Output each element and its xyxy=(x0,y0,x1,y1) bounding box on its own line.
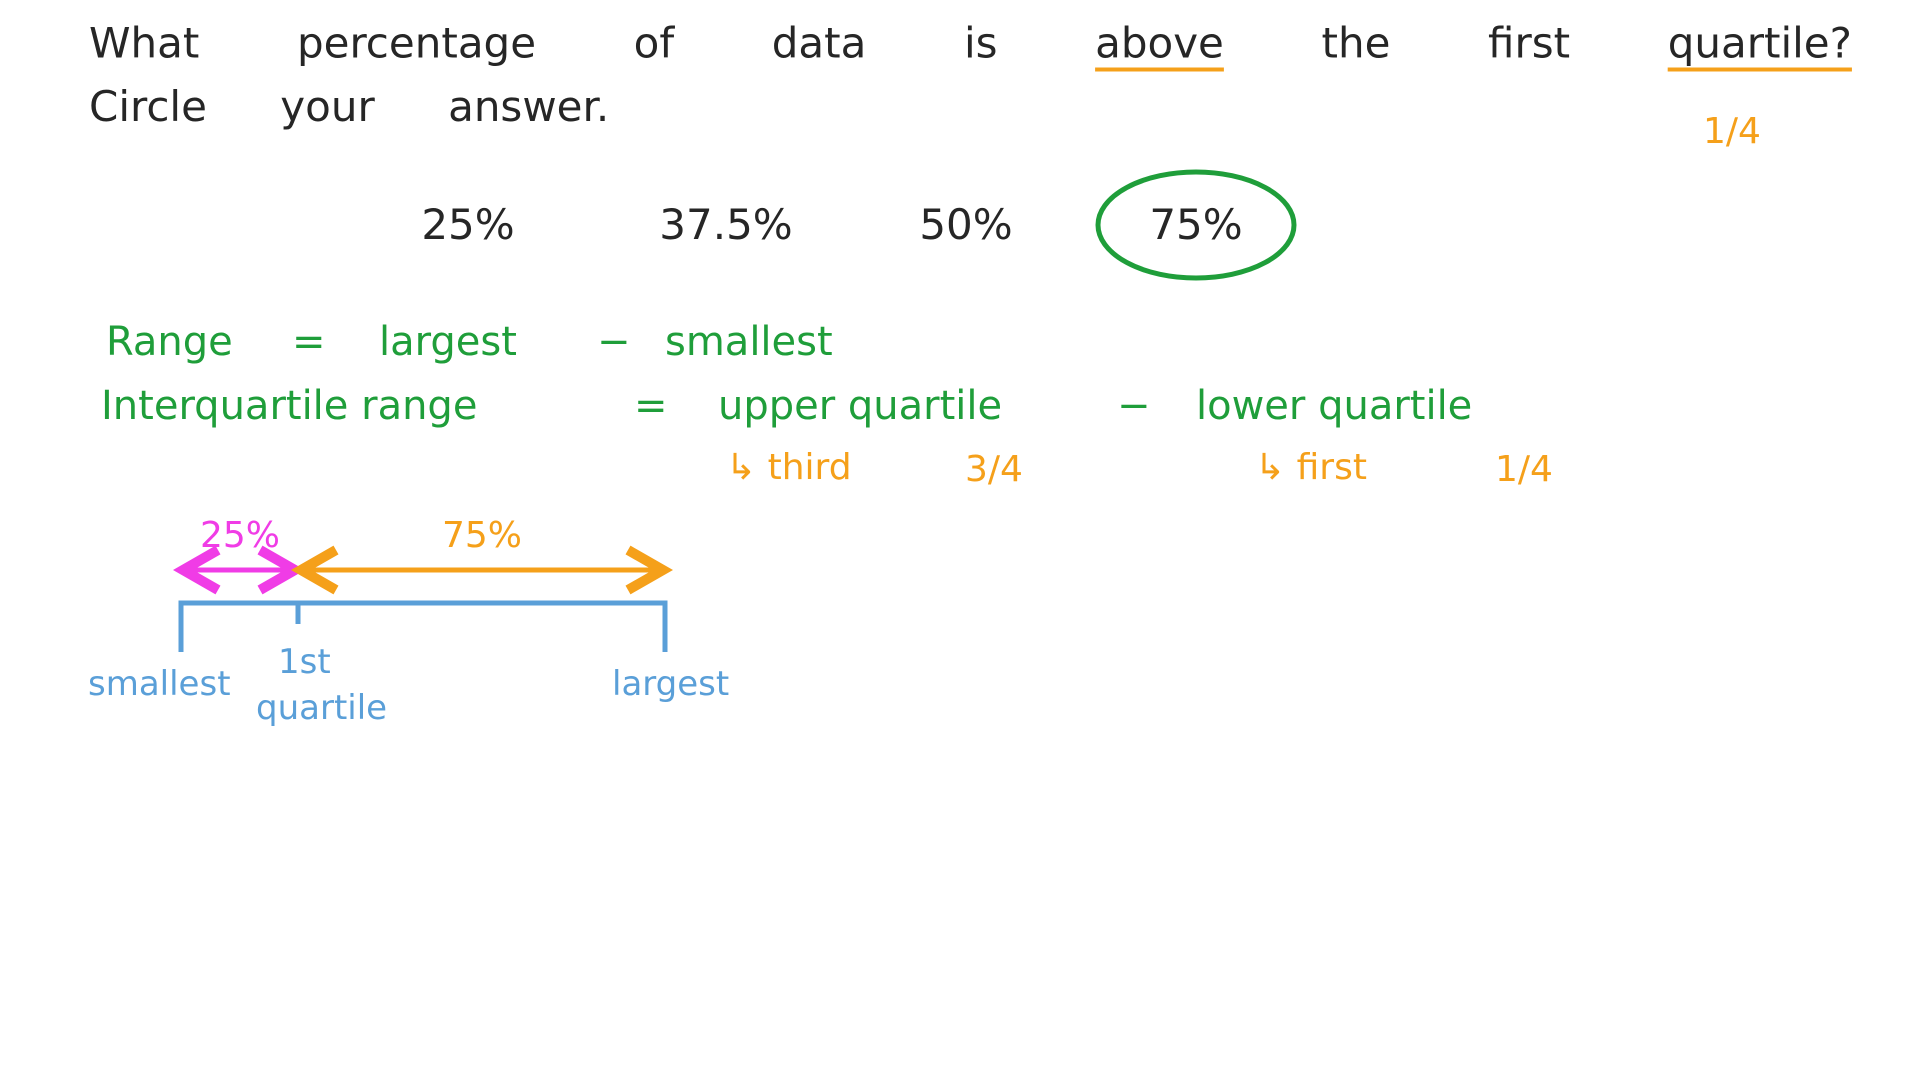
question-word: is xyxy=(963,18,998,68)
question-word: first xyxy=(1488,18,1571,68)
note: − xyxy=(1117,383,1151,429)
note: = xyxy=(292,319,326,365)
share-label: 75% xyxy=(442,515,523,556)
note: 1/4 xyxy=(1495,449,1553,490)
note: Interquartile range xyxy=(101,383,478,429)
option: 37.5% xyxy=(659,200,793,249)
note: lower quartile xyxy=(1196,383,1473,429)
option: 75% xyxy=(1149,200,1243,249)
annotation: 1/4 xyxy=(1703,111,1761,152)
answer-circle xyxy=(1095,169,1297,281)
share-label: 25% xyxy=(200,515,281,556)
note: Range xyxy=(106,319,233,365)
note: − xyxy=(597,319,631,365)
diagram-label: largest xyxy=(612,664,730,704)
diagram-label: 1st xyxy=(278,642,331,682)
question-word: above xyxy=(1095,18,1224,68)
question-word: percentage xyxy=(296,18,537,68)
question-word: data xyxy=(771,18,867,68)
question-word: What xyxy=(89,18,200,68)
note: upper quartile xyxy=(718,383,1003,429)
bracket xyxy=(178,600,668,652)
note: = xyxy=(634,383,668,429)
question-line: What percentage of data is above the first quart… xyxy=(89,19,1852,68)
note: 3/4 xyxy=(965,449,1023,490)
option: 50% xyxy=(919,200,1013,249)
note: smallest xyxy=(665,319,833,365)
note: ↳ first xyxy=(1255,447,1367,488)
diagram-label: smallest xyxy=(88,664,231,704)
diagram-label: quartile xyxy=(256,688,388,728)
note: ↳ third xyxy=(726,447,852,488)
question-word: of xyxy=(633,18,675,68)
option: 25% xyxy=(421,200,515,249)
note: largest xyxy=(379,319,517,365)
question-line: Circle your answer. xyxy=(89,82,610,131)
question-word: quartile? xyxy=(1667,18,1852,68)
question-word: the xyxy=(1321,18,1391,68)
